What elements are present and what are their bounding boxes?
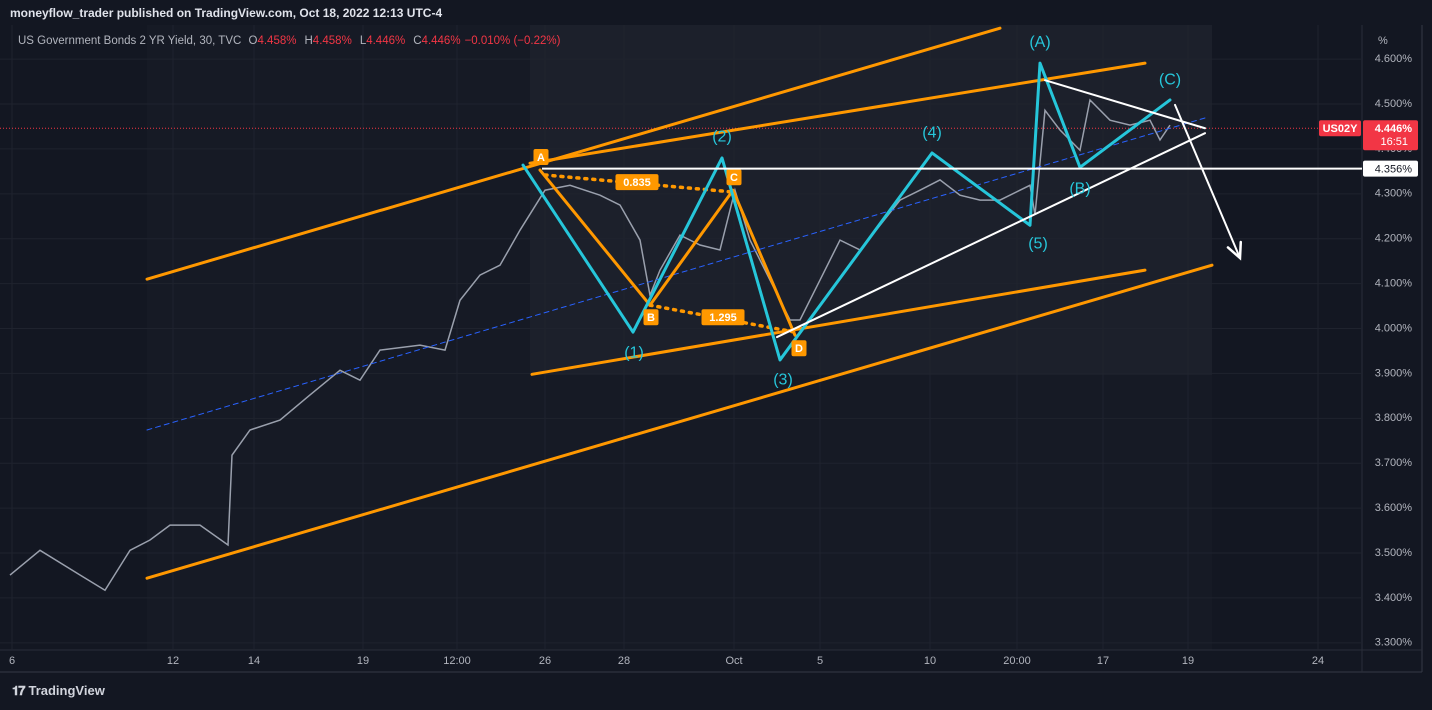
x-tick-label: 10 [924, 655, 936, 667]
x-tick-label: 6 [9, 655, 15, 667]
ohlc-value: 4.446% [366, 35, 406, 47]
y-tick-label: 4.100% [1375, 278, 1413, 290]
x-tick-label: 5 [817, 655, 823, 667]
x-tick-label: 12 [167, 655, 179, 667]
drawing-line [145, 263, 1214, 580]
axes: 3.300% 3.400% 3.500% 3.600% 3.700% 3.800% 3.90… [9, 53, 1418, 667]
symbol-tag-text: US02Y [1323, 123, 1359, 135]
y-tick-label: 4.500% [1375, 98, 1413, 110]
label-text: A [537, 152, 545, 164]
brand: TradingView [28, 683, 105, 698]
label-box [533, 149, 549, 166]
x-tick-label: Oct [725, 655, 742, 667]
x-tick-label: 17 [1097, 655, 1109, 667]
y-tick-label: 3.300% [1375, 637, 1413, 649]
countdown: 16:51 [1380, 136, 1408, 148]
x-tick-label: 20:00 [1003, 655, 1031, 667]
y-tick-label: 3.400% [1375, 592, 1413, 604]
ohlc-value: 4.458% [257, 35, 297, 47]
drawing-thin [776, 132, 1206, 339]
y-tick-label: 4.300% [1375, 188, 1413, 200]
ohlc-name: C [413, 35, 422, 47]
drawing-line [538, 168, 797, 337]
plot: A B C D 0.835 1.295 (1) (2) (3) (4) (5) (A) (B) (C) [0, 26, 1362, 592]
symbol-tag [1319, 120, 1361, 137]
wave-label: (4) [922, 124, 942, 141]
drawing-line [145, 26, 1002, 281]
y-tick-label: 4.000% [1375, 322, 1413, 334]
wave-label: (5) [1028, 235, 1048, 252]
ohlc-name: H [304, 35, 313, 47]
ohlc-value: 4.458% [312, 35, 352, 47]
wave-label: (2) [712, 128, 732, 145]
logo: 𝟏𝟕 [12, 683, 26, 698]
ohlc-name: O [248, 35, 258, 47]
wave-label: (3) [773, 371, 793, 388]
change: −0.010% (−0.22%) [464, 35, 561, 47]
x-tick-label: 26 [539, 655, 551, 667]
drawing-line [530, 268, 1147, 376]
shade [530, 25, 1212, 375]
wave-label: (A) [1029, 34, 1050, 51]
grid [0, 25, 1362, 650]
price-tag [1363, 120, 1418, 151]
arrow-head [1226, 240, 1243, 261]
level-tag-text: 4.356% [1375, 164, 1413, 176]
x-tick-label: 28 [618, 655, 630, 667]
y-tick-label: 3.800% [1375, 412, 1413, 424]
drawing-thin [1044, 79, 1206, 130]
drawing-arrow [1174, 103, 1241, 260]
legend-title: US Government Bonds 2 YR Yield, 30, TVC [18, 35, 242, 47]
y-tick-label: 3.700% [1375, 457, 1413, 469]
label-text: B [647, 312, 655, 324]
wave-label: (1) [624, 344, 644, 361]
drawing-line [528, 61, 1147, 165]
label-text: D [795, 343, 803, 355]
level-tag [1363, 160, 1418, 177]
y-tick-label: 3.600% [1375, 502, 1413, 514]
label-box [643, 309, 659, 326]
drawing-dashed [146, 117, 1206, 431]
y-tick-label: 3.900% [1375, 367, 1413, 379]
wave-label: (C) [1159, 71, 1181, 88]
label-box [615, 174, 659, 191]
x-tick-label: 19 [1182, 655, 1194, 667]
x-tick-label: 14 [248, 655, 260, 667]
x-tick-label: 12:00 [443, 655, 471, 667]
wave-label: (B) [1069, 181, 1090, 198]
y-tick-label: 4.600% [1375, 53, 1413, 65]
axis-unit: % [1378, 35, 1388, 47]
publisher: moneyflow_trader published on TradingVie… [10, 6, 443, 20]
ohlc-name: L [359, 35, 367, 47]
label-text: 1.295 [709, 312, 737, 324]
y-tick-label: 4.200% [1375, 233, 1413, 245]
ohlc-value: 4.446% [421, 35, 461, 47]
x-tick-label: 19 [357, 655, 369, 667]
label-box [726, 169, 742, 186]
price-tag-text: 4.446% [1375, 123, 1413, 135]
legend: US Government Bonds 2 YR Yield, 30, TVC … [18, 35, 564, 47]
label-box [791, 340, 807, 357]
label-text: C [730, 172, 738, 184]
label-box [701, 309, 745, 326]
x-tick-label: 24 [1312, 655, 1324, 667]
label-text: 0.835 [623, 177, 651, 189]
y-tick-label: 3.500% [1375, 547, 1413, 559]
footer: 𝟏𝟕 TradingView [12, 683, 105, 699]
ohlc: O4.458% H4.458% L4.446% C4.446% [245, 35, 465, 47]
drawing-line [521, 61, 1172, 362]
